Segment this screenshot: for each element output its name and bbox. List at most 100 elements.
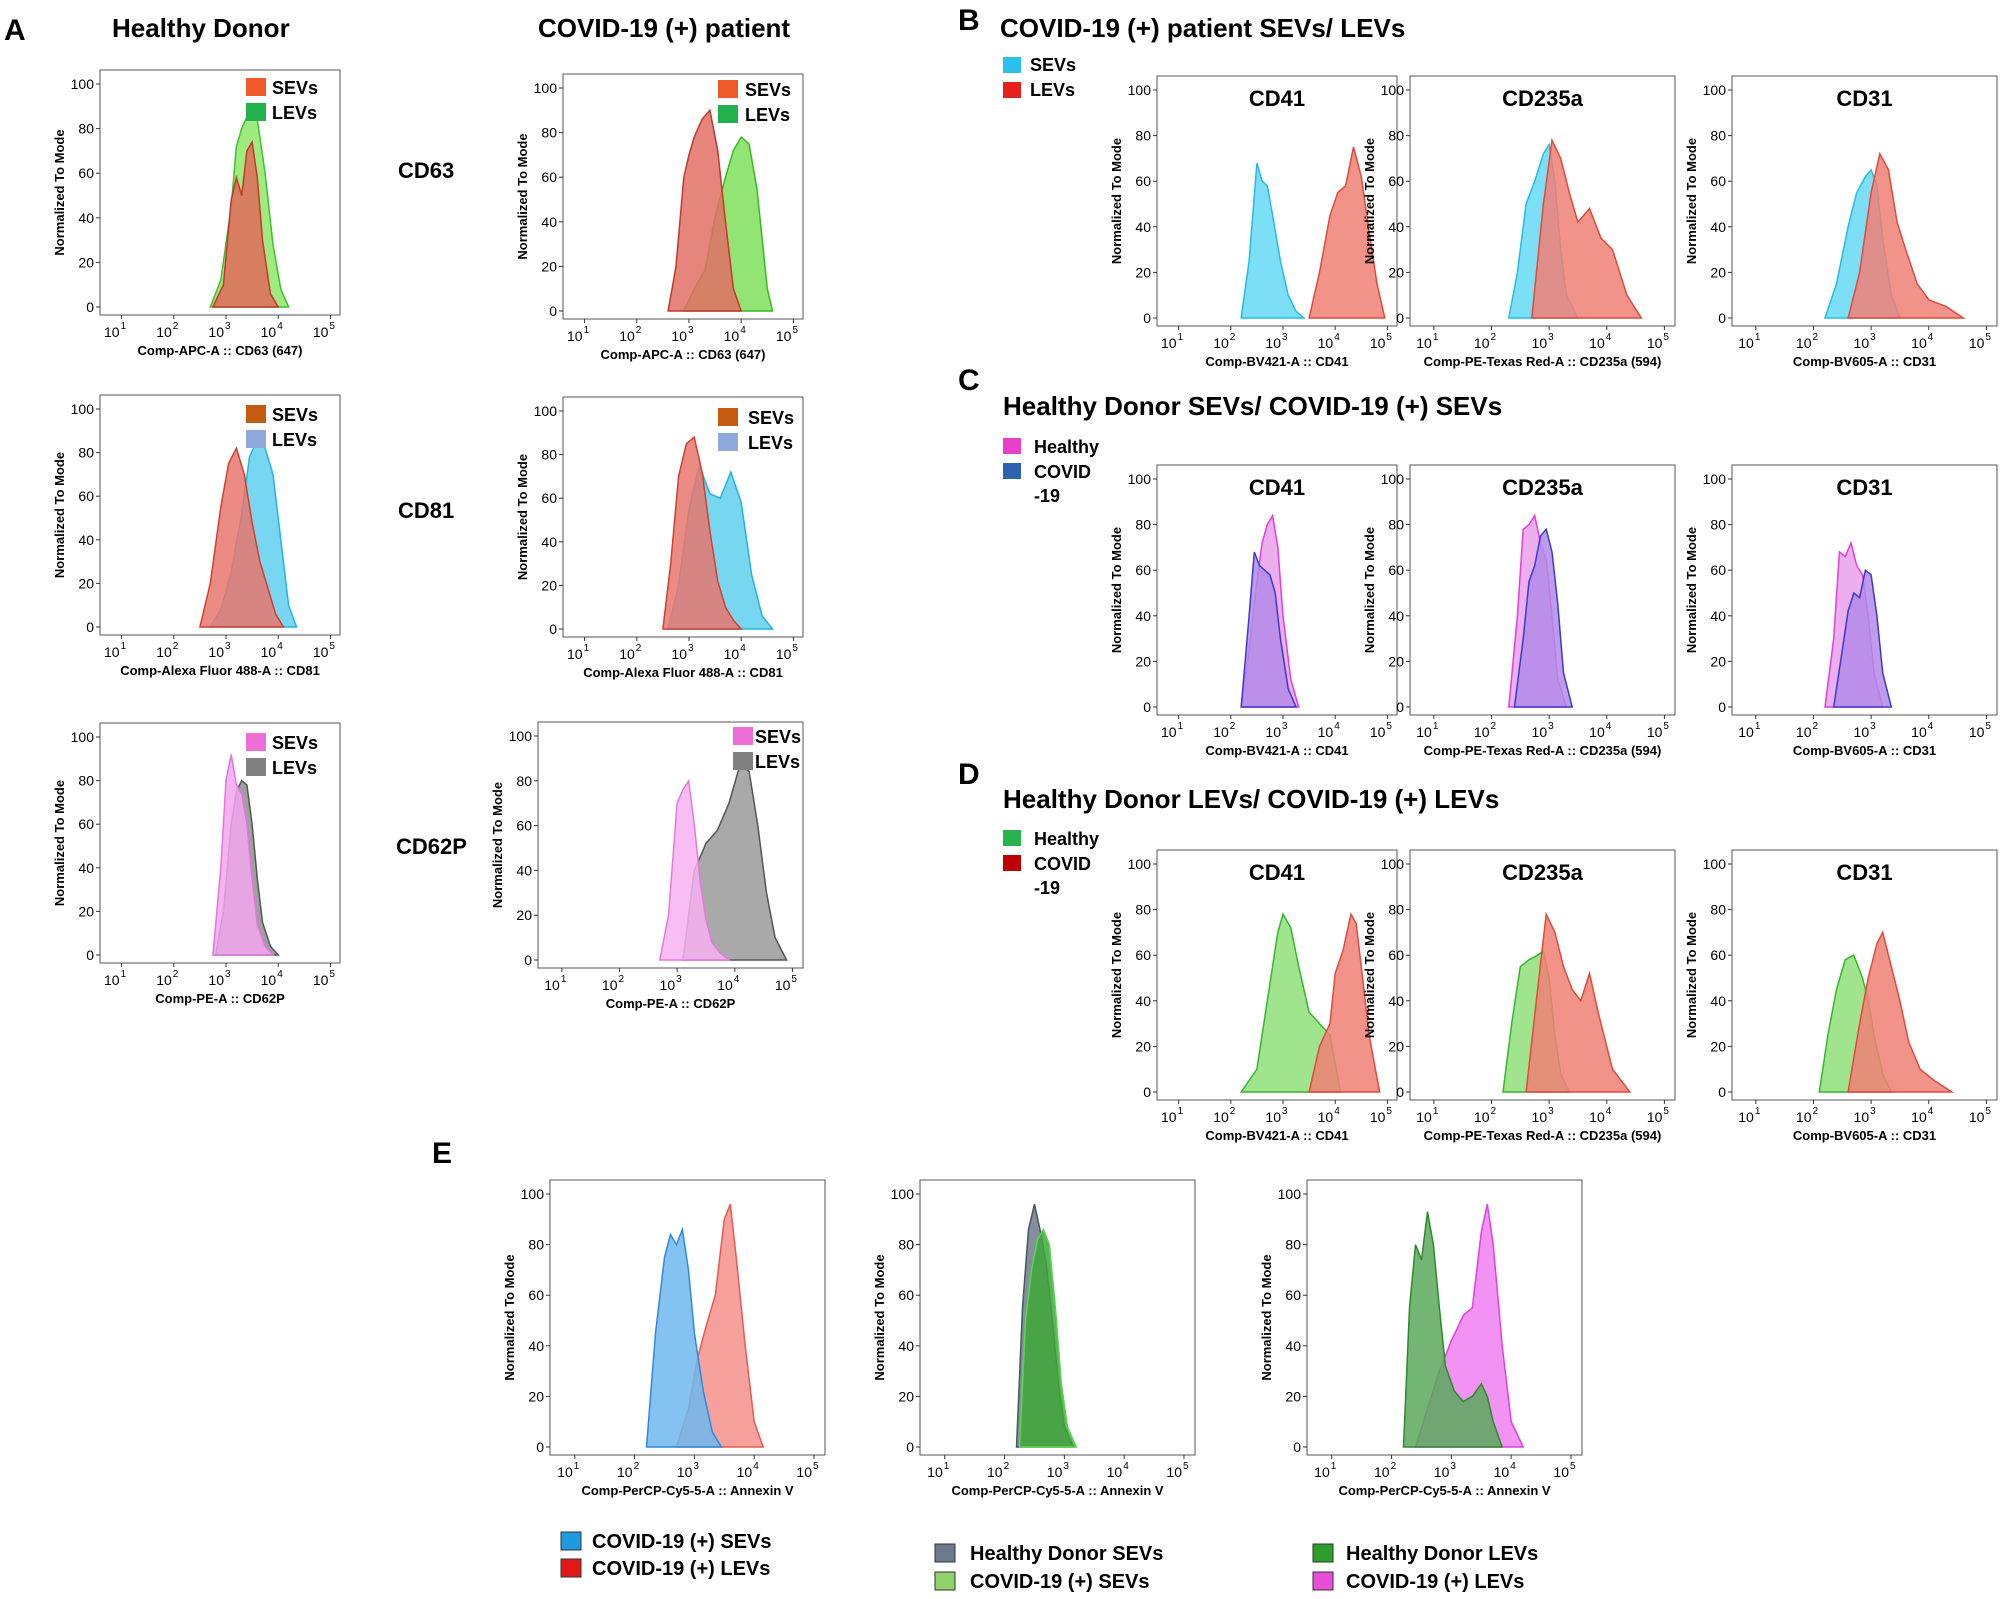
- y-tick-label: 80: [541, 125, 557, 141]
- legend-e2-label-1: COVID-19 (+) SEVs: [970, 1571, 1150, 1593]
- panel-letter-b: B: [958, 4, 980, 37]
- y-tick-label: 80: [541, 447, 557, 463]
- y-tick-label: 40: [516, 862, 532, 878]
- y-tick-label: 60: [541, 169, 557, 185]
- x-tick-exponent: 4: [1123, 1461, 1129, 1472]
- y-axis-label: Normalized To Mode: [1259, 1254, 1274, 1380]
- x-tick-exponent: 5: [1985, 721, 1991, 732]
- x-tick-exponent: 1: [944, 1461, 950, 1472]
- x-tick-exponent: 1: [1178, 1106, 1184, 1117]
- legend-e1-label-1: COVID-19 (+) LEVs: [592, 1558, 770, 1580]
- x-tick-exponent: 1: [1433, 332, 1439, 343]
- legend-e1-label-0: COVID-19 (+) SEVs: [592, 1531, 772, 1553]
- x-tick-label: 10: [1911, 1109, 1927, 1125]
- y-tick-label: 0: [1718, 310, 1726, 326]
- legend-swatch: [246, 78, 266, 96]
- plot-frame: [562, 73, 804, 320]
- y-tick-label: 80: [1135, 517, 1151, 533]
- x-tick-exponent: 5: [1386, 721, 1392, 732]
- x-tick-exponent: 5: [1663, 332, 1669, 343]
- x-tick-exponent: 2: [636, 325, 642, 336]
- x-tick-label: 10: [104, 644, 120, 660]
- y-tick-label: 0: [1396, 1084, 1404, 1100]
- x-tick-label: 10: [619, 646, 635, 662]
- x-tick-label: 10: [617, 1464, 633, 1480]
- plot-frame: [1731, 464, 1998, 716]
- y-tick-label: 80: [1388, 902, 1404, 918]
- x-tick-label: 10: [1265, 335, 1281, 351]
- x-tick-exponent: 1: [1755, 332, 1761, 343]
- y-tick-label: 20: [1135, 1038, 1151, 1054]
- y-tick-label: 100: [509, 728, 533, 744]
- x-tick-label: 10: [1532, 724, 1548, 740]
- x-tick-exponent: 2: [1004, 1461, 1010, 1472]
- x-tick-exponent: 5: [813, 1461, 819, 1472]
- x-tick-label: 10: [261, 324, 277, 340]
- y-tick-label: 100: [1703, 82, 1727, 98]
- histogram-series-covid-19: [1847, 930, 1955, 1093]
- x-tick-exponent: 3: [1282, 332, 1288, 343]
- panel-letter-d: D: [958, 758, 980, 791]
- x-tick-exponent: 4: [277, 641, 283, 652]
- y-tick-label: 40: [78, 532, 94, 548]
- x-tick-label: 10: [1474, 1109, 1490, 1125]
- x-tick-label: 10: [619, 328, 635, 344]
- x-tick-exponent: 2: [173, 641, 179, 652]
- plot-title: CD235a: [1502, 475, 1583, 500]
- x-tick-label: 10: [1318, 724, 1334, 740]
- x-tick-label: 10: [1265, 1109, 1281, 1125]
- y-axis-label: Normalized To Mode: [872, 1254, 887, 1380]
- x-tick-exponent: 2: [1812, 1106, 1818, 1117]
- y-tick-label: 60: [1135, 947, 1151, 963]
- x-tick-label: 10: [677, 1464, 693, 1480]
- x-axis-label: Comp-PerCP-Cy5-5-A :: Annexin V: [581, 1483, 793, 1498]
- legend-e2: Healthy Donor SEVs COVID-19 (+) SEVs: [934, 1543, 1163, 1593]
- x-tick-exponent: 5: [1386, 332, 1392, 343]
- y-tick-label: 0: [1718, 1084, 1726, 1100]
- plot-frame: [1731, 75, 1998, 327]
- plot-frame: [919, 1179, 1196, 1456]
- x-axis-label: Comp-Alexa Fluor 488-A :: CD81: [583, 665, 783, 680]
- y-tick-label: 100: [534, 80, 558, 96]
- legend-d: Healthy COVID -19: [1003, 829, 1099, 898]
- y-tick-label: 60: [1388, 173, 1404, 189]
- x-tick-exponent: 2: [1391, 1461, 1397, 1472]
- x-tick-label: 10: [1213, 1109, 1229, 1125]
- x-axis-label: Comp-BV421-A :: CD41: [1205, 743, 1348, 758]
- x-tick-exponent: 4: [1928, 1106, 1934, 1117]
- y-tick-label: 20: [1285, 1388, 1301, 1404]
- plot-title: CD41: [1249, 86, 1305, 111]
- x-tick-exponent: 2: [1230, 721, 1236, 732]
- x-tick-label: 10: [156, 644, 172, 660]
- y-tick-label: 0: [1143, 1084, 1151, 1100]
- y-tick-label: 40: [1388, 608, 1404, 624]
- x-tick-label: 10: [1647, 335, 1663, 351]
- x-tick-exponent: 3: [1548, 1106, 1554, 1117]
- x-tick-label: 10: [1589, 1109, 1605, 1125]
- panel-letter-c: C: [958, 364, 980, 397]
- x-tick-label: 10: [1796, 724, 1812, 740]
- x-tick-exponent: 5: [329, 321, 335, 332]
- x-tick-label: 10: [313, 644, 329, 660]
- y-tick-label: 60: [78, 165, 94, 181]
- heading-b: COVID-19 (+) patient SEVs/ LEVs: [1000, 13, 1405, 43]
- y-tick-label: 0: [1143, 310, 1151, 326]
- histogram-series-covid-19: [1832, 568, 1893, 708]
- x-tick-label: 10: [776, 646, 792, 662]
- y-tick-label: 40: [541, 214, 557, 230]
- histogram-series-covid-19: [1513, 527, 1574, 708]
- x-tick-exponent: 3: [1282, 721, 1288, 732]
- panel-letter-e: E: [432, 1137, 452, 1170]
- y-tick-label: 80: [1710, 517, 1726, 533]
- x-tick-label: 10: [1854, 1109, 1870, 1125]
- x-tick-label: 10: [1969, 335, 1985, 351]
- x-tick-exponent: 4: [1928, 332, 1934, 343]
- x-tick-label: 10: [1969, 724, 1985, 740]
- x-tick-exponent: 2: [636, 643, 642, 654]
- y-tick-label: 0: [86, 947, 94, 963]
- legend-d-label-0: Healthy: [1034, 829, 1099, 849]
